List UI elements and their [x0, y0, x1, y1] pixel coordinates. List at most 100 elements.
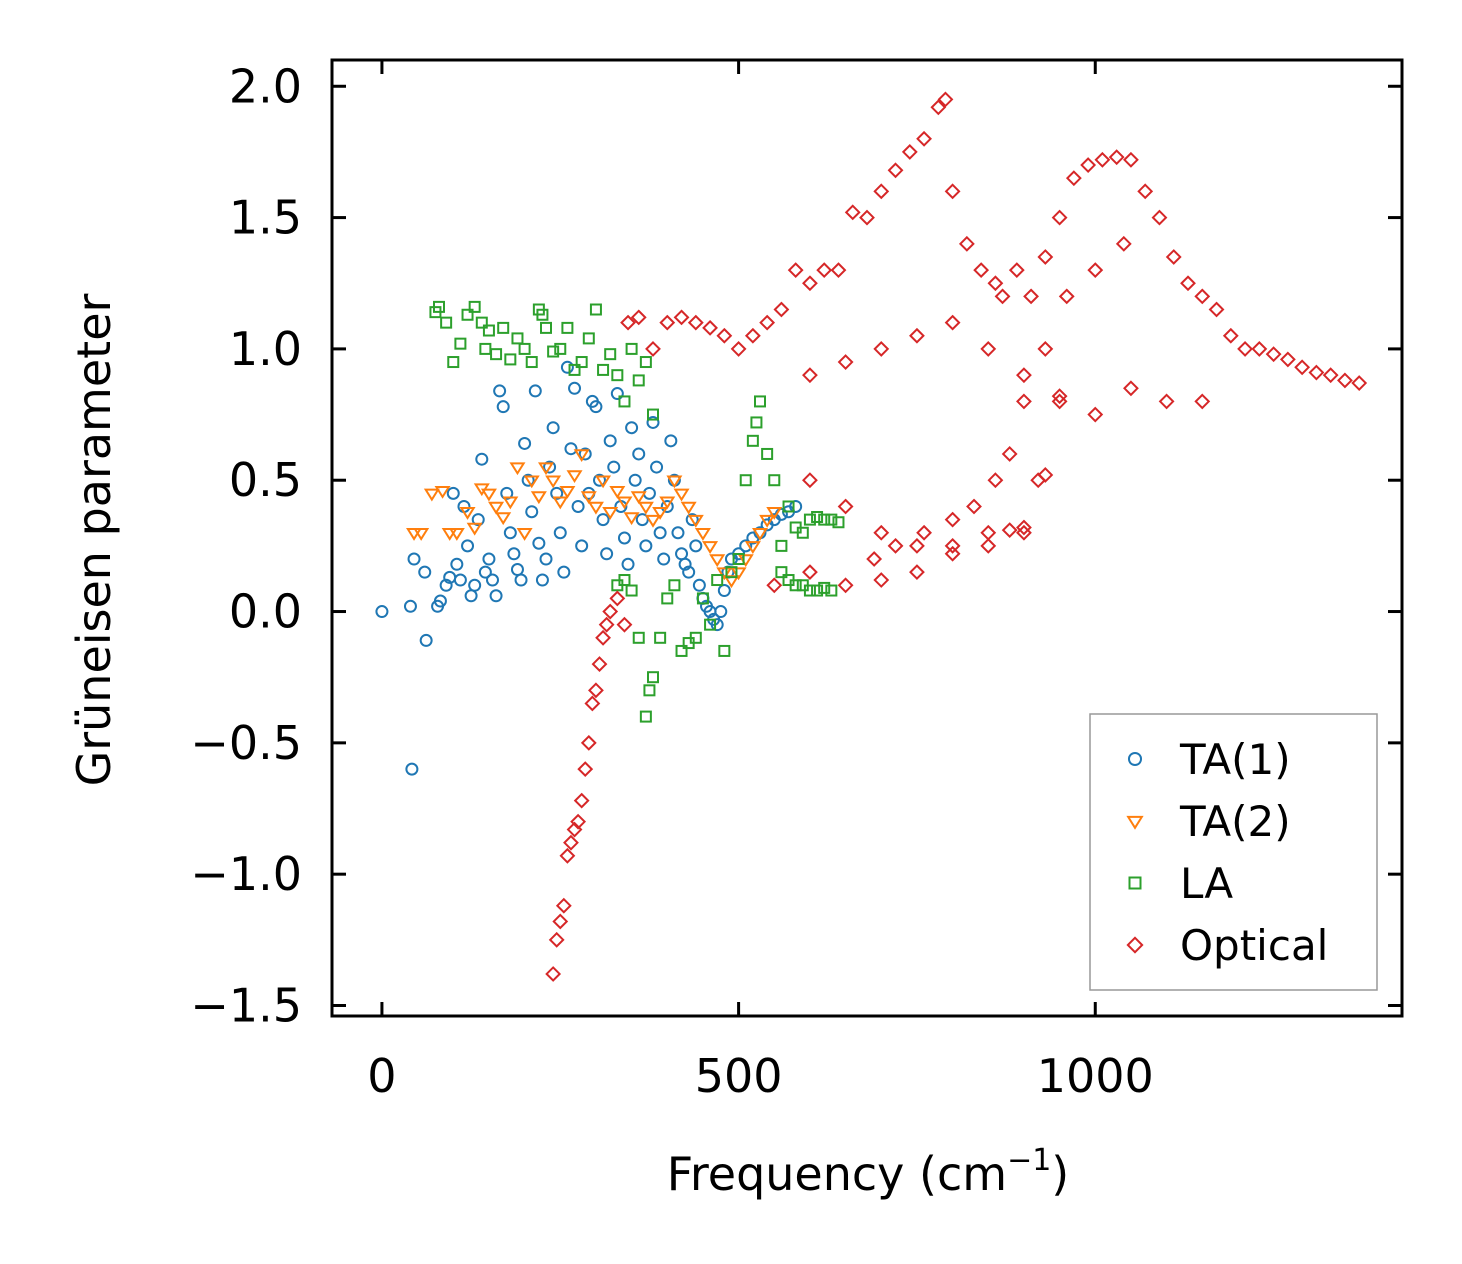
data-point — [916, 130, 932, 147]
data-point — [966, 498, 982, 515]
legend-frame — [1089, 713, 1378, 991]
data-point — [694, 528, 711, 541]
data-point — [825, 584, 838, 597]
data-point — [604, 348, 617, 361]
data-point — [528, 384, 542, 398]
data-point — [650, 460, 664, 474]
y-tick-label: −1.0 — [190, 847, 302, 901]
data-point — [687, 514, 704, 528]
legend-marker — [1126, 815, 1144, 830]
data-point — [702, 319, 718, 336]
data-point — [600, 547, 614, 561]
data-point — [1180, 275, 1196, 292]
data-point — [602, 603, 619, 620]
data-point — [602, 507, 619, 520]
data-point — [837, 498, 854, 515]
data-point — [1279, 351, 1296, 368]
data-point — [566, 470, 583, 484]
data-point — [468, 300, 481, 313]
data-point — [609, 486, 626, 499]
data-point — [802, 275, 818, 292]
data-point — [587, 501, 604, 515]
legend-label-ta2: TA(2) — [1179, 797, 1291, 846]
data-point — [480, 488, 497, 502]
data-point — [466, 522, 483, 536]
data-point — [439, 578, 453, 592]
data-point — [685, 513, 699, 527]
data-point — [557, 565, 571, 579]
data-point — [621, 557, 635, 571]
data-point — [657, 552, 671, 566]
data-point — [447, 356, 460, 369]
data-point — [446, 486, 460, 500]
data-point — [507, 547, 521, 561]
x-tick-label: 500 — [695, 1049, 783, 1103]
data-point — [750, 416, 763, 429]
data-point — [937, 91, 954, 108]
data-point — [887, 162, 904, 179]
data-point — [653, 526, 667, 540]
data-point — [503, 526, 517, 540]
data-point — [643, 684, 656, 697]
data-point — [434, 486, 451, 499]
data-point — [530, 491, 547, 505]
data-point — [580, 491, 597, 505]
data-point — [1058, 288, 1075, 305]
data-point — [589, 303, 602, 316]
data-point — [811, 584, 824, 597]
data-point — [673, 488, 690, 502]
data-point — [482, 552, 496, 566]
data-point — [1251, 340, 1268, 357]
data-point — [440, 316, 453, 329]
data-point — [766, 577, 783, 594]
data-point — [1194, 288, 1211, 305]
data-point — [866, 551, 883, 567]
data-point — [407, 552, 421, 566]
data-point — [664, 434, 678, 448]
data-point — [639, 710, 652, 723]
data-point — [1023, 288, 1039, 305]
data-point — [595, 629, 611, 646]
data-point — [509, 462, 526, 476]
data-point — [570, 813, 587, 830]
data-point — [413, 528, 430, 541]
data-point — [642, 486, 656, 500]
data-point — [1016, 367, 1032, 384]
data-point — [578, 447, 592, 461]
data-point — [775, 539, 788, 552]
series-optical — [545, 91, 1368, 982]
data-point — [607, 460, 621, 474]
data-point — [564, 442, 578, 456]
data-point — [844, 204, 861, 221]
data-point — [553, 526, 567, 540]
data-point — [450, 557, 464, 571]
data-point — [744, 541, 761, 554]
data-point — [1222, 327, 1239, 344]
data-point — [536, 308, 549, 321]
data-point — [909, 327, 925, 344]
data-point — [1123, 151, 1139, 168]
legend-marker — [1128, 876, 1142, 890]
y-tick-label: −0.5 — [190, 716, 302, 770]
data-point — [859, 209, 875, 226]
data-point — [873, 572, 890, 588]
data-point — [873, 524, 890, 541]
data-point — [552, 913, 569, 930]
data-point — [516, 528, 533, 541]
data-point — [746, 434, 759, 447]
y-axis-label: Grüneisen parameter — [67, 293, 121, 786]
data-point — [887, 537, 904, 554]
data-point — [1065, 170, 1082, 187]
series-la — [429, 300, 845, 723]
legend-marker — [1126, 936, 1144, 954]
data-point — [433, 300, 445, 313]
data-point — [535, 573, 549, 587]
data-point — [1051, 209, 1068, 226]
data-point — [518, 342, 531, 355]
data-point — [375, 605, 389, 619]
data-point — [692, 578, 706, 592]
data-point — [901, 144, 918, 160]
y-tick-label: 1.0 — [229, 322, 302, 376]
data-point — [1108, 149, 1125, 166]
data-point — [571, 499, 585, 513]
